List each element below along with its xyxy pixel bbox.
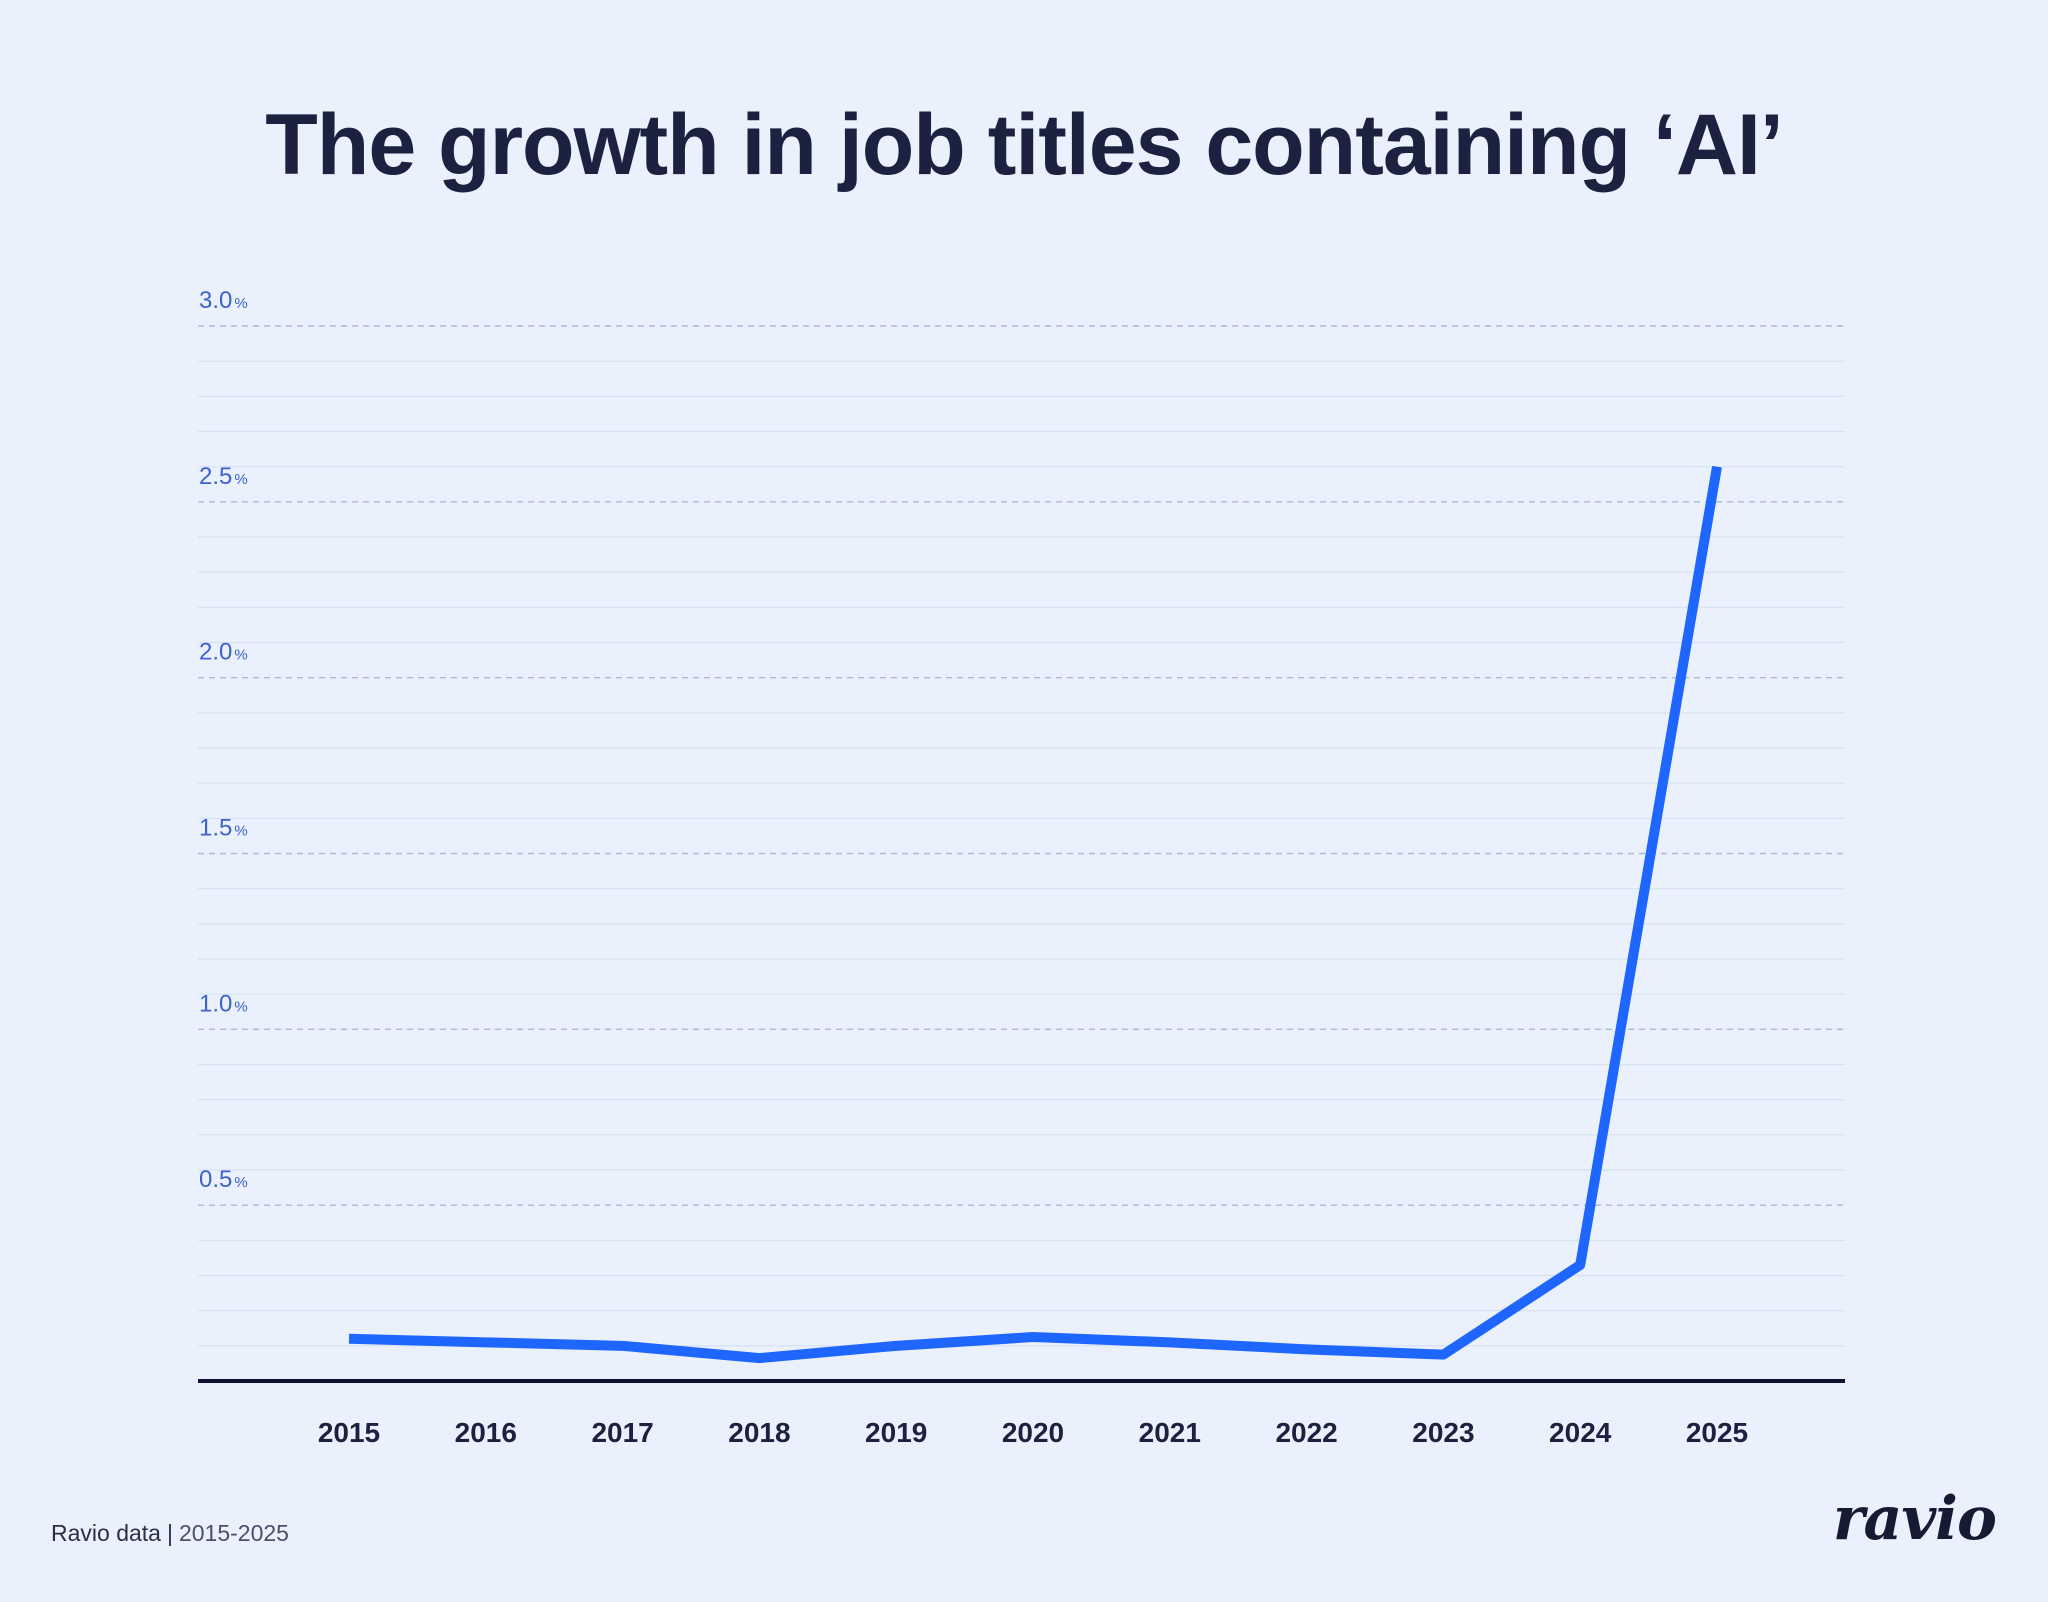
y-tick-label: 1.5%	[199, 815, 248, 842]
chart-title: The growth in job titles containing ‘AI’	[265, 97, 1784, 193]
x-tick-label: 2019	[865, 1417, 927, 1448]
y-tick-label: 2.0%	[199, 639, 248, 666]
y-tick-label: 1.0%	[199, 990, 248, 1017]
source-date-range: 2015-2025	[178, 1520, 289, 1546]
ravio-logo: ravio	[1832, 1484, 1997, 1554]
x-tick-label: 2016	[455, 1417, 517, 1448]
x-tick-label: 2025	[1686, 1417, 1748, 1448]
x-tick-label: 2023	[1412, 1417, 1474, 1448]
x-tick-label: 2024	[1549, 1417, 1612, 1448]
source-label: Ravio data	[51, 1520, 161, 1546]
y-axis-tick-labels: 0.5 % 1.0 % 1.5 % 2.0 % 2.5 % 3.0%	[199, 287, 248, 1193]
series-line	[348, 465, 1722, 1364]
x-tick-label: 2017	[591, 1417, 653, 1448]
x-tick-label: 2022	[1275, 1417, 1337, 1448]
x-axis-tick-labels: 2015 2016 2017 2018 2019 2020 2021 2022 2023 2024…	[318, 1417, 1748, 1448]
source-note: Ravio data | 2015-2025	[51, 1520, 289, 1547]
y-tick-label: 2.5%	[199, 463, 248, 490]
x-tick-label: 2020	[1002, 1417, 1064, 1448]
x-tick-label: 2018	[728, 1417, 790, 1448]
x-tick-label: 2015	[318, 1417, 380, 1448]
y-tick-label: 0.5%	[199, 1166, 248, 1193]
y-tick-label: 3.0%	[199, 287, 248, 314]
source-separator: |	[166, 1520, 173, 1546]
grid-lines	[198, 325, 1845, 1347]
x-tick-label: 2021	[1139, 1417, 1201, 1448]
